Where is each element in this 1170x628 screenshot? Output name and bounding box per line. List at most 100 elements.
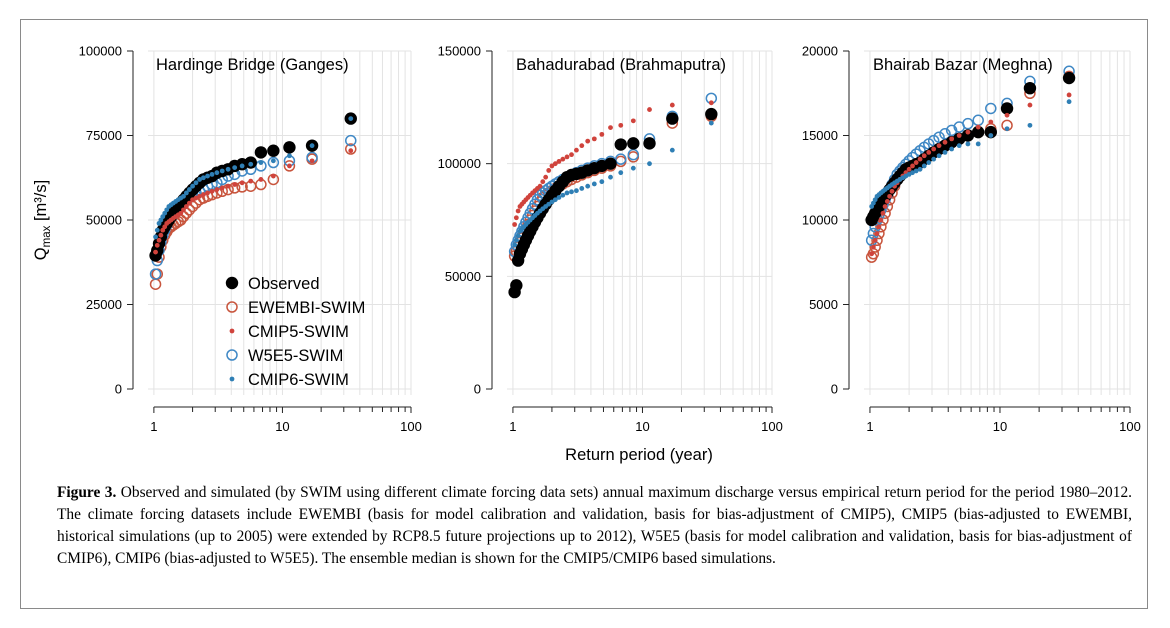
panel-title: Hardinge Bridge (Ganges) (156, 56, 349, 74)
data-point (926, 160, 932, 165)
legend-marker (226, 301, 238, 313)
data-point (345, 134, 357, 147)
data-point (666, 112, 679, 125)
caption-text: Observed and simulated (by SWIM using di… (57, 484, 1132, 567)
data-points (508, 92, 718, 299)
data-point (345, 143, 357, 155)
data-point (949, 136, 955, 142)
data-point (190, 183, 195, 189)
legend-label: CMIP6-SWIM (248, 371, 349, 389)
legend: Observed EWEMBI-SWIM CMIP5-SWIM W5E5-SWIM CM… (225, 275, 365, 389)
data-point (705, 107, 718, 121)
data-point (579, 143, 585, 149)
y-tick-label: 20000 (802, 44, 838, 59)
data-point (267, 144, 280, 157)
data-point (608, 174, 613, 180)
data-point (643, 137, 656, 150)
data-point (669, 147, 675, 153)
data-point (965, 141, 971, 147)
legend-marker (229, 376, 235, 382)
legend-item: EWEMBI-SWIM (226, 299, 365, 317)
data-point (248, 161, 254, 167)
data-point (1023, 81, 1037, 95)
data-point (287, 153, 292, 159)
data-point (869, 251, 875, 257)
caption-label: Figure 3. (57, 484, 117, 501)
data-point (988, 119, 994, 125)
y-tick-label: 15000 (802, 128, 838, 143)
data-point (615, 153, 627, 165)
data-point (647, 161, 652, 167)
data-point (579, 186, 585, 191)
data-point (248, 178, 254, 184)
data-point (183, 204, 189, 209)
data-point (585, 183, 591, 189)
data-point (549, 163, 555, 169)
data-point (876, 224, 882, 230)
data-point (154, 227, 160, 233)
y-axis: 0 5000 10000 15000 20000 (802, 44, 850, 397)
y-axis: 0 25000 50000 75000 100000 (79, 44, 134, 397)
data-point (540, 179, 546, 185)
data-point (267, 156, 280, 169)
data-point (190, 197, 195, 203)
data-point (975, 141, 981, 147)
legend-label: CMIP5-SWIM (248, 323, 349, 341)
data-point (882, 204, 888, 209)
data-point (543, 174, 549, 180)
gridlines (864, 50, 1131, 395)
x-axis-title: Return period (year) (565, 446, 713, 464)
y-tick-label: 50000 (86, 213, 122, 228)
data-point (183, 190, 189, 196)
data-point (1004, 112, 1010, 118)
legend-marker (229, 328, 235, 334)
data-point (936, 143, 942, 149)
data-point (186, 187, 192, 192)
data-point (988, 133, 994, 138)
y-tick-label: 100000 (438, 156, 481, 171)
data-point (154, 242, 160, 248)
data-point (870, 244, 876, 250)
data-point (913, 160, 919, 165)
data-point (546, 168, 552, 173)
legend-label: Observed (248, 275, 320, 293)
data-point (153, 249, 158, 255)
series-observed (149, 112, 357, 262)
data-point (615, 155, 627, 168)
data-point (283, 141, 296, 154)
legend-item: W5E5-SWIM (226, 347, 343, 365)
data-points (865, 65, 1076, 263)
data-point (258, 160, 264, 165)
y-tick-label: 75000 (86, 128, 122, 143)
data-point (258, 177, 264, 182)
y-tick-label: 100000 (79, 44, 122, 59)
data-point (348, 148, 354, 154)
data-point (669, 102, 675, 108)
data-point (149, 268, 162, 280)
data-point (599, 179, 605, 185)
data-point (569, 189, 574, 195)
data-point (186, 200, 192, 206)
x-tick-label: 100 (1119, 419, 1141, 434)
y-tick-label: 50000 (445, 269, 481, 284)
data-point (953, 121, 965, 133)
panel-title: Bahadurabad (Brahmaputra) (516, 56, 726, 74)
data-point (348, 116, 354, 121)
data-point (156, 237, 162, 243)
figure-frame (20, 19, 1148, 609)
data-point (201, 192, 206, 198)
data-point (239, 163, 245, 169)
y-tick-label: 0 (474, 382, 481, 397)
data-point (599, 131, 605, 137)
x-axis: 1 10 100 (509, 406, 783, 434)
data-point (193, 180, 199, 186)
data-point (1066, 92, 1072, 98)
data-point (865, 213, 878, 227)
data-point (225, 183, 231, 189)
data-point (921, 163, 927, 169)
y-axis-title: Qmax [m³/s] (32, 180, 53, 260)
data-point (1062, 71, 1076, 85)
data-point (618, 122, 624, 128)
data-point (949, 146, 955, 152)
x-axis: 1 10 100 (866, 406, 1141, 434)
